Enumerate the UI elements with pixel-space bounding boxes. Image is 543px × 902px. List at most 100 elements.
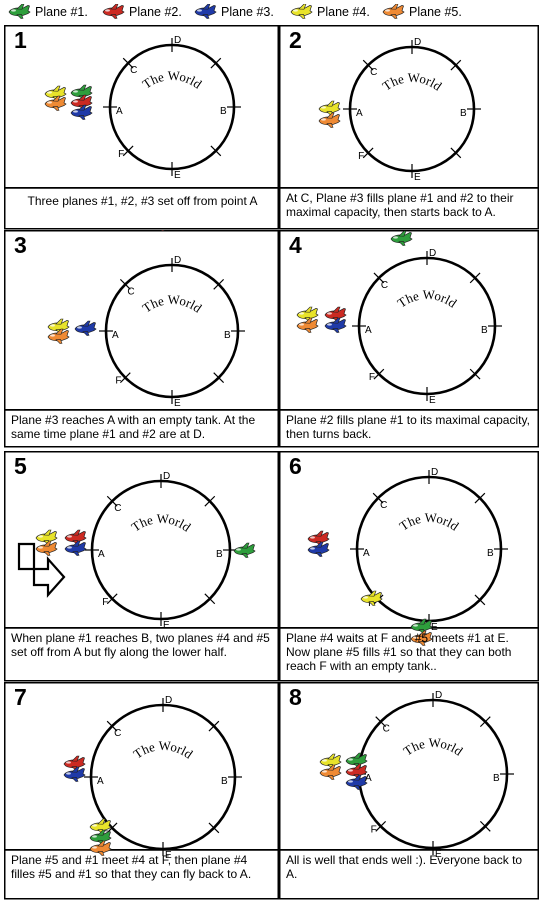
point-label-f: F xyxy=(102,597,108,608)
circle-tick xyxy=(479,716,491,728)
point-label-c: C xyxy=(380,500,387,511)
plane-icon xyxy=(318,100,341,116)
point-label-c: C xyxy=(127,286,134,297)
plane-icon xyxy=(345,774,368,790)
circle-tick xyxy=(213,278,225,290)
circle-tick xyxy=(479,820,491,832)
step-panel: A B C D E F The World 3 Plane #3 reaches A with … xyxy=(4,230,279,448)
legend-item: Plane #3. xyxy=(192,3,274,21)
circle-tick xyxy=(469,272,481,284)
point-label-f: F xyxy=(369,372,375,383)
plane-icon xyxy=(324,306,347,322)
point-label-a: A xyxy=(365,325,372,336)
circle-tick xyxy=(375,820,387,832)
point-label-d: D xyxy=(174,255,181,266)
caption-border xyxy=(4,187,279,230)
circle-tick xyxy=(204,495,216,507)
plane-icon xyxy=(74,320,97,336)
point-label-b: B xyxy=(493,773,500,784)
plane-icon xyxy=(410,630,433,646)
panel-caption: All is well that ends well :). Everyone … xyxy=(286,853,523,881)
point-label-b: B xyxy=(224,330,231,341)
plane-icon xyxy=(319,764,342,780)
circle-tick xyxy=(210,145,222,157)
panel-number: 2 xyxy=(289,27,302,53)
legend-item: Plane #1. xyxy=(6,3,88,21)
point-label-e: E xyxy=(174,398,181,409)
point-label-d: D xyxy=(431,467,438,478)
point-label-e: E xyxy=(435,849,442,860)
panel-diagram: A B C D E F The World xyxy=(4,25,279,230)
plane-icon xyxy=(382,4,405,19)
plane-icon xyxy=(307,541,330,557)
legend-label: Plane #4. xyxy=(317,5,370,19)
plane-icon xyxy=(194,4,217,19)
plane-icon xyxy=(89,840,112,856)
point-label-d: D xyxy=(414,37,421,48)
circle-tick xyxy=(119,372,131,384)
circle-tick xyxy=(373,368,385,380)
point-label-f: F xyxy=(371,824,377,835)
point-label-c: C xyxy=(381,280,388,291)
legend-label: Plane #1. xyxy=(35,5,88,19)
panel-number: 3 xyxy=(14,232,27,258)
point-label-a: A xyxy=(98,549,105,560)
caption-border xyxy=(279,187,539,230)
plane-icon xyxy=(318,112,341,128)
legend-item: Plane #5. xyxy=(380,3,462,21)
legend-label: Plane #3. xyxy=(221,5,274,19)
point-label-a: A xyxy=(363,548,370,559)
panel-caption: Plane #4 waits at F and #5 meets #1 at E… xyxy=(286,631,512,673)
plane-icon xyxy=(8,4,31,19)
point-label-b: B xyxy=(216,549,223,560)
plane-icon xyxy=(89,829,112,845)
plane-icon xyxy=(307,530,330,546)
plane-icon xyxy=(35,529,58,545)
point-label-b: B xyxy=(460,108,467,119)
circle-tick xyxy=(474,492,486,504)
point-label-c: C xyxy=(114,503,121,514)
circle-tick xyxy=(208,720,220,732)
point-label-b: B xyxy=(481,325,488,336)
plane-icon xyxy=(63,766,86,782)
plane-icon xyxy=(63,755,86,771)
panel-caption: When plane #1 reaches B, two planes #4 a… xyxy=(11,631,270,659)
world-label: The World xyxy=(397,510,462,534)
circle-tick xyxy=(474,594,486,606)
plane-icon xyxy=(290,4,313,19)
caption-border xyxy=(279,849,539,900)
panel-number: 7 xyxy=(14,684,27,710)
plane-icon xyxy=(390,230,413,246)
circle-tick xyxy=(373,272,385,284)
panel-caption: Plane #2 fills plane #1 to its maximal c… xyxy=(286,413,530,441)
circle-tick xyxy=(122,57,134,69)
world-label: The World xyxy=(140,292,205,316)
panel-diagram: A B C D E F The World xyxy=(279,25,539,230)
caption-border xyxy=(279,627,539,682)
plane-icon xyxy=(70,104,93,120)
circle-tick xyxy=(106,593,118,605)
step-panel: A B C D E F The World 4 Plane #2 fills plane #1 … xyxy=(279,230,539,448)
circle-tick xyxy=(375,716,387,728)
step-panel: A B C D E F The World 5 When plane #1 reaches B,… xyxy=(4,451,279,682)
panel-diagram: A B C D E F The World xyxy=(279,682,539,900)
plane-icon xyxy=(89,818,112,834)
plane-icon xyxy=(382,4,405,19)
point-label-c: C xyxy=(114,728,121,739)
point-label-e: E xyxy=(163,620,170,631)
step-panel: A B C D E F The World 7 Plane #5 and #1 meet #4 … xyxy=(4,682,279,900)
point-label-e: E xyxy=(174,170,181,181)
world-label: The World xyxy=(395,287,460,311)
world-label: The World xyxy=(131,738,196,762)
world-label: The World xyxy=(401,735,466,759)
panel-number: 8 xyxy=(289,684,302,710)
plane-icon xyxy=(194,4,217,19)
panel-caption: At C, Plane #3 fills plane #1 and #2 to … xyxy=(286,191,514,219)
plane-icon xyxy=(8,4,31,19)
panel-caption: Plane #5 and #1 meet #4 at F, then plane… xyxy=(11,853,252,881)
legend-label: Plane #5. xyxy=(409,5,462,19)
circle-tick xyxy=(362,59,374,71)
point-label-e: E xyxy=(165,850,172,861)
legend-item: Plane #4. xyxy=(288,3,370,21)
